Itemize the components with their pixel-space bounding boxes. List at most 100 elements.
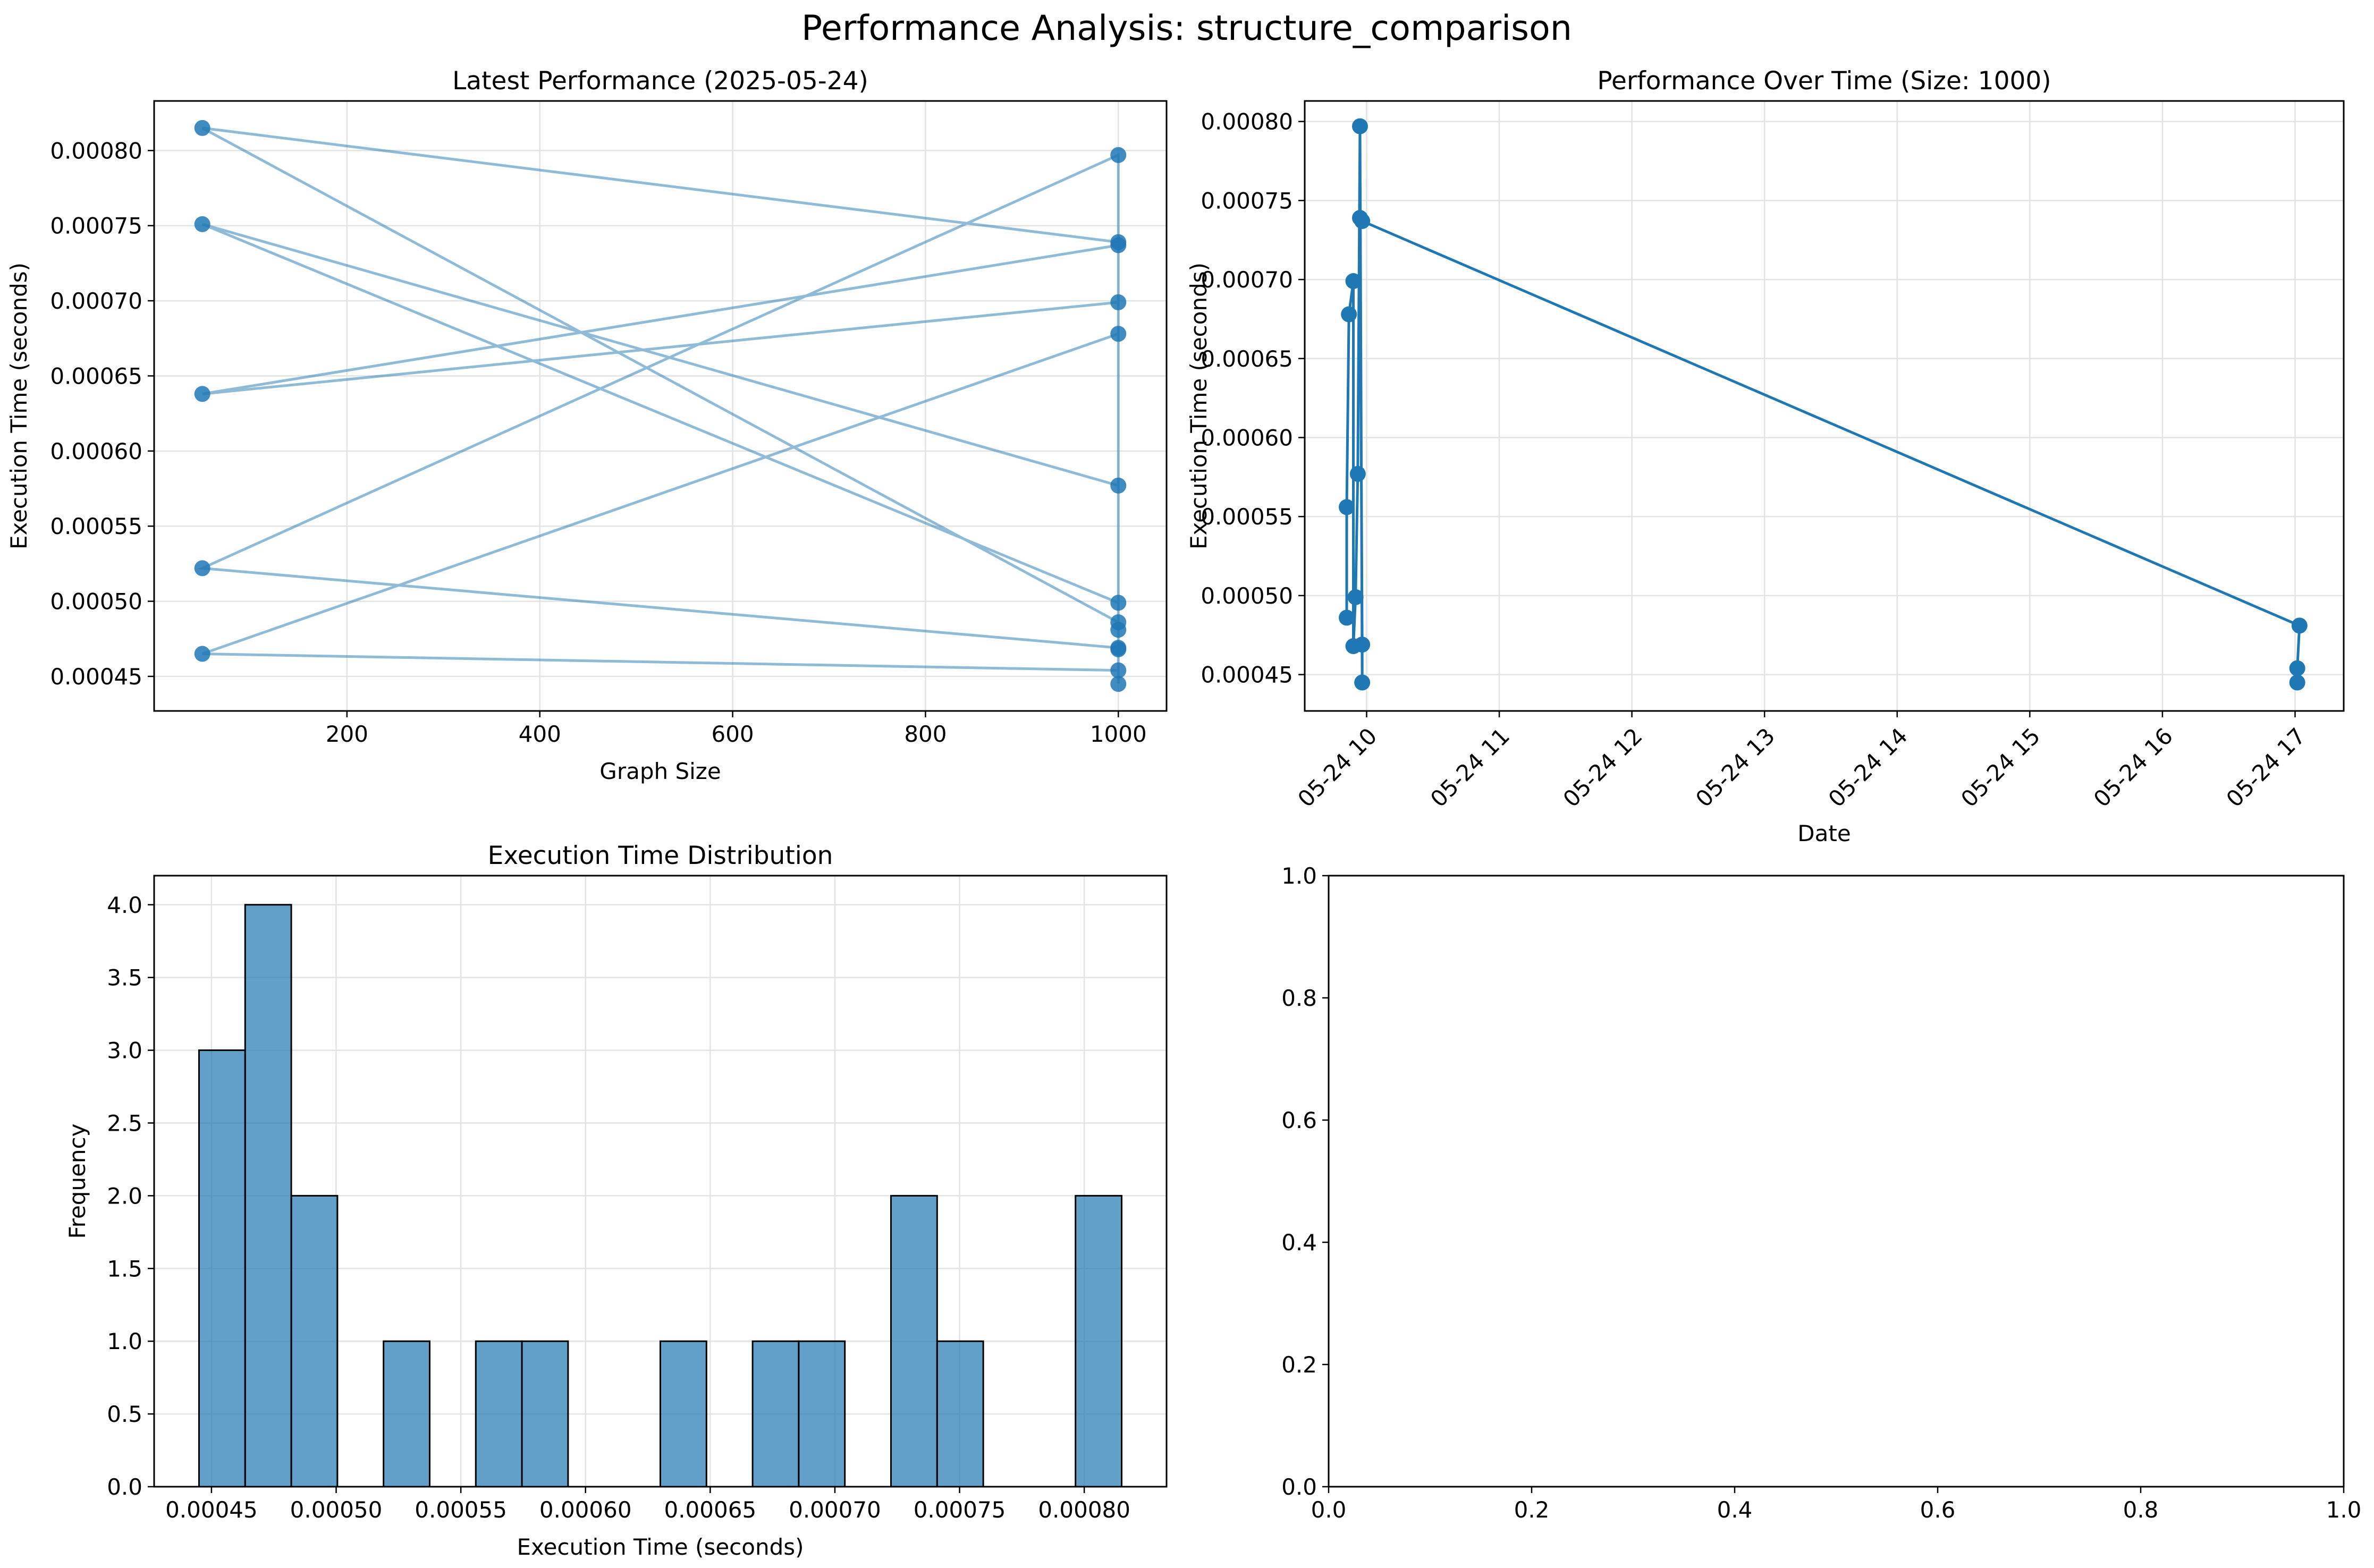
x-tick-label: 400 [519, 721, 561, 747]
data-point [1339, 609, 1355, 626]
execution-time-distribution-subplot: 0.00045 0.00050 0.00055 0.00060 0.00065 0.000… [64, 841, 1168, 1560]
data-point [1354, 637, 1371, 653]
histogram-bar [290, 1194, 339, 1488]
data-point [1341, 306, 1357, 323]
y-tick-label: 0.8 [1281, 985, 1317, 1011]
x-tick-label: 0.00070 [789, 1497, 881, 1523]
y-tick-label: 0.00075 [1201, 188, 1293, 214]
y-tick-label: 0.2 [1281, 1352, 1317, 1378]
data-point [1354, 674, 1371, 691]
y-tick-label: 0.00045 [50, 664, 142, 690]
y-tick-label: 0.00050 [1201, 583, 1293, 609]
data-point [194, 120, 210, 136]
y-axis-label: Execution Time (seconds) [1186, 262, 1212, 549]
data-point [1345, 273, 1362, 290]
histogram-bar [1075, 1194, 1123, 1488]
y-tick-label: 2.5 [107, 1110, 142, 1136]
x-tick-label: 0.00065 [664, 1497, 756, 1523]
histogram-bar [751, 1340, 800, 1488]
y-tick-label: 0.00070 [50, 288, 142, 314]
x-tick-label: 1000 [1090, 721, 1147, 747]
y-tick-label: 4.0 [107, 892, 142, 918]
y-tick-label: 0.00065 [50, 363, 142, 389]
data-point [194, 646, 210, 662]
data-point [1110, 147, 1127, 163]
data-point [2291, 617, 2308, 634]
latest-performance-subplot: 200 400 600 800 1000 0.00045 0.00050 0.00055 0.0… [6, 66, 1168, 784]
data-point [2289, 674, 2305, 691]
histogram-bar [798, 1340, 846, 1488]
subplot-title: Performance Over Time (Size: 1000) [1597, 66, 2051, 96]
data-point [194, 386, 210, 402]
data-point [1349, 465, 1366, 482]
data-point [1110, 294, 1127, 310]
y-tick-label: 1.0 [1281, 863, 1317, 889]
y-tick-label: 0.00080 [50, 138, 142, 164]
data-point [2289, 660, 2305, 676]
data-point [1110, 662, 1127, 679]
x-tick-label: 0.8 [2123, 1497, 2159, 1523]
subplot-title: Latest Performance (2025-05-24) [452, 66, 868, 96]
y-tick-label: 0.00045 [1201, 662, 1293, 688]
x-tick-label: 600 [711, 721, 754, 747]
y-axis-label: Frequency [64, 1124, 90, 1239]
series-line [197, 126, 1120, 684]
data-point [1110, 622, 1127, 638]
x-tick-label: 200 [326, 721, 368, 747]
x-tick-label: 0.00055 [415, 1497, 507, 1523]
x-axis-label: Execution Time (seconds) [517, 1534, 804, 1560]
histogram-bar [244, 904, 292, 1488]
axes-frame [153, 875, 1168, 1488]
y-tick-label: 1.0 [107, 1328, 142, 1354]
y-tick-label: 0.0 [1281, 1474, 1317, 1500]
data-point [1110, 326, 1127, 342]
data-point [1110, 477, 1127, 494]
subplot-title: Execution Time Distribution [488, 841, 833, 870]
y-tick-label: 0.00060 [1201, 425, 1293, 451]
x-axis-label: Date [1797, 820, 1851, 846]
data-point [1110, 641, 1127, 658]
x-tick-label: 0.00050 [290, 1497, 383, 1523]
x-tick-label: 0.0 [1311, 1497, 1347, 1523]
x-tick-label: 0.00045 [165, 1497, 258, 1523]
y-tick-label: 0.00060 [50, 438, 142, 464]
y-tick-label: 0.00055 [1201, 504, 1293, 530]
data-point [1110, 676, 1127, 692]
y-axis-label: Execution Time (seconds) [6, 262, 32, 549]
y-tick-label: 1.5 [107, 1256, 142, 1282]
x-tick-label: 0.00060 [539, 1497, 632, 1523]
data-point [1110, 237, 1127, 253]
y-tick-label: 0.6 [1281, 1107, 1317, 1133]
histogram-bar [475, 1340, 523, 1488]
y-tick-label: 0.4 [1281, 1230, 1317, 1256]
x-tick-label: 0.6 [1920, 1497, 1956, 1523]
x-tick-label: 0.00080 [1038, 1497, 1130, 1523]
data-point [194, 560, 210, 577]
axes-frame [153, 100, 1168, 712]
y-tick-label: 0.5 [107, 1401, 142, 1427]
y-tick-label: 3.0 [107, 1038, 142, 1064]
y-tick-label: 2.0 [107, 1183, 142, 1209]
x-tick-label: 0.00075 [914, 1497, 1006, 1523]
histogram-bar [890, 1194, 938, 1488]
data-point [194, 216, 210, 232]
data-point [1110, 595, 1127, 611]
axes-frame [1328, 875, 2345, 1488]
histogram-bar [660, 1340, 707, 1488]
y-tick-label: 0.00055 [50, 513, 142, 539]
y-tick-label: 0.00070 [1201, 267, 1293, 293]
y-tick-label: 3.5 [107, 965, 142, 991]
histogram-bar [936, 1340, 984, 1488]
axes-frame [1304, 100, 2345, 712]
y-tick-label: 0.0 [107, 1474, 142, 1500]
data-point [1354, 213, 1371, 230]
x-axis-label: Graph Size [599, 758, 721, 784]
histogram-bar [383, 1340, 430, 1488]
data-point [1347, 589, 1364, 605]
y-tick-label: 0.00050 [50, 589, 142, 615]
x-tick-label: 1.0 [2326, 1497, 2362, 1523]
data-point [1339, 499, 1355, 515]
x-tick-label: 800 [904, 721, 947, 747]
